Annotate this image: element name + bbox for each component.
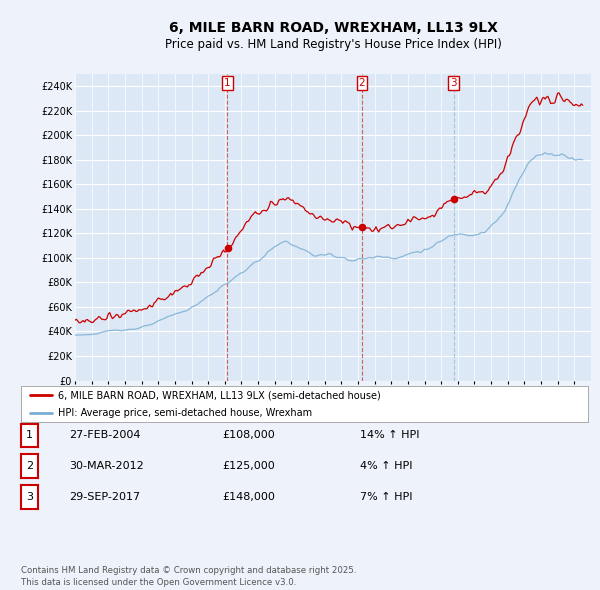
Text: 4% ↑ HPI: 4% ↑ HPI	[360, 461, 413, 471]
Text: £148,000: £148,000	[222, 492, 275, 502]
Text: £108,000: £108,000	[222, 431, 275, 440]
Text: 29-SEP-2017: 29-SEP-2017	[69, 492, 140, 502]
Text: Price paid vs. HM Land Registry's House Price Index (HPI): Price paid vs. HM Land Registry's House …	[164, 38, 502, 51]
Text: HPI: Average price, semi-detached house, Wrexham: HPI: Average price, semi-detached house,…	[58, 408, 312, 418]
Text: 6, MILE BARN ROAD, WREXHAM, LL13 9LX (semi-detached house): 6, MILE BARN ROAD, WREXHAM, LL13 9LX (se…	[58, 391, 380, 400]
Text: 27-FEB-2004: 27-FEB-2004	[69, 431, 140, 440]
Text: £125,000: £125,000	[222, 461, 275, 471]
Text: 2: 2	[359, 78, 365, 88]
Text: 3: 3	[450, 78, 457, 88]
Text: 6, MILE BARN ROAD, WREXHAM, LL13 9LX: 6, MILE BARN ROAD, WREXHAM, LL13 9LX	[169, 21, 497, 35]
Text: 7% ↑ HPI: 7% ↑ HPI	[360, 492, 413, 502]
Text: 1: 1	[224, 78, 231, 88]
Text: 2: 2	[26, 461, 33, 471]
Text: 1: 1	[26, 431, 33, 440]
Text: 30-MAR-2012: 30-MAR-2012	[69, 461, 144, 471]
Text: 14% ↑ HPI: 14% ↑ HPI	[360, 431, 419, 440]
Text: Contains HM Land Registry data © Crown copyright and database right 2025.
This d: Contains HM Land Registry data © Crown c…	[21, 566, 356, 587]
Text: 3: 3	[26, 492, 33, 502]
